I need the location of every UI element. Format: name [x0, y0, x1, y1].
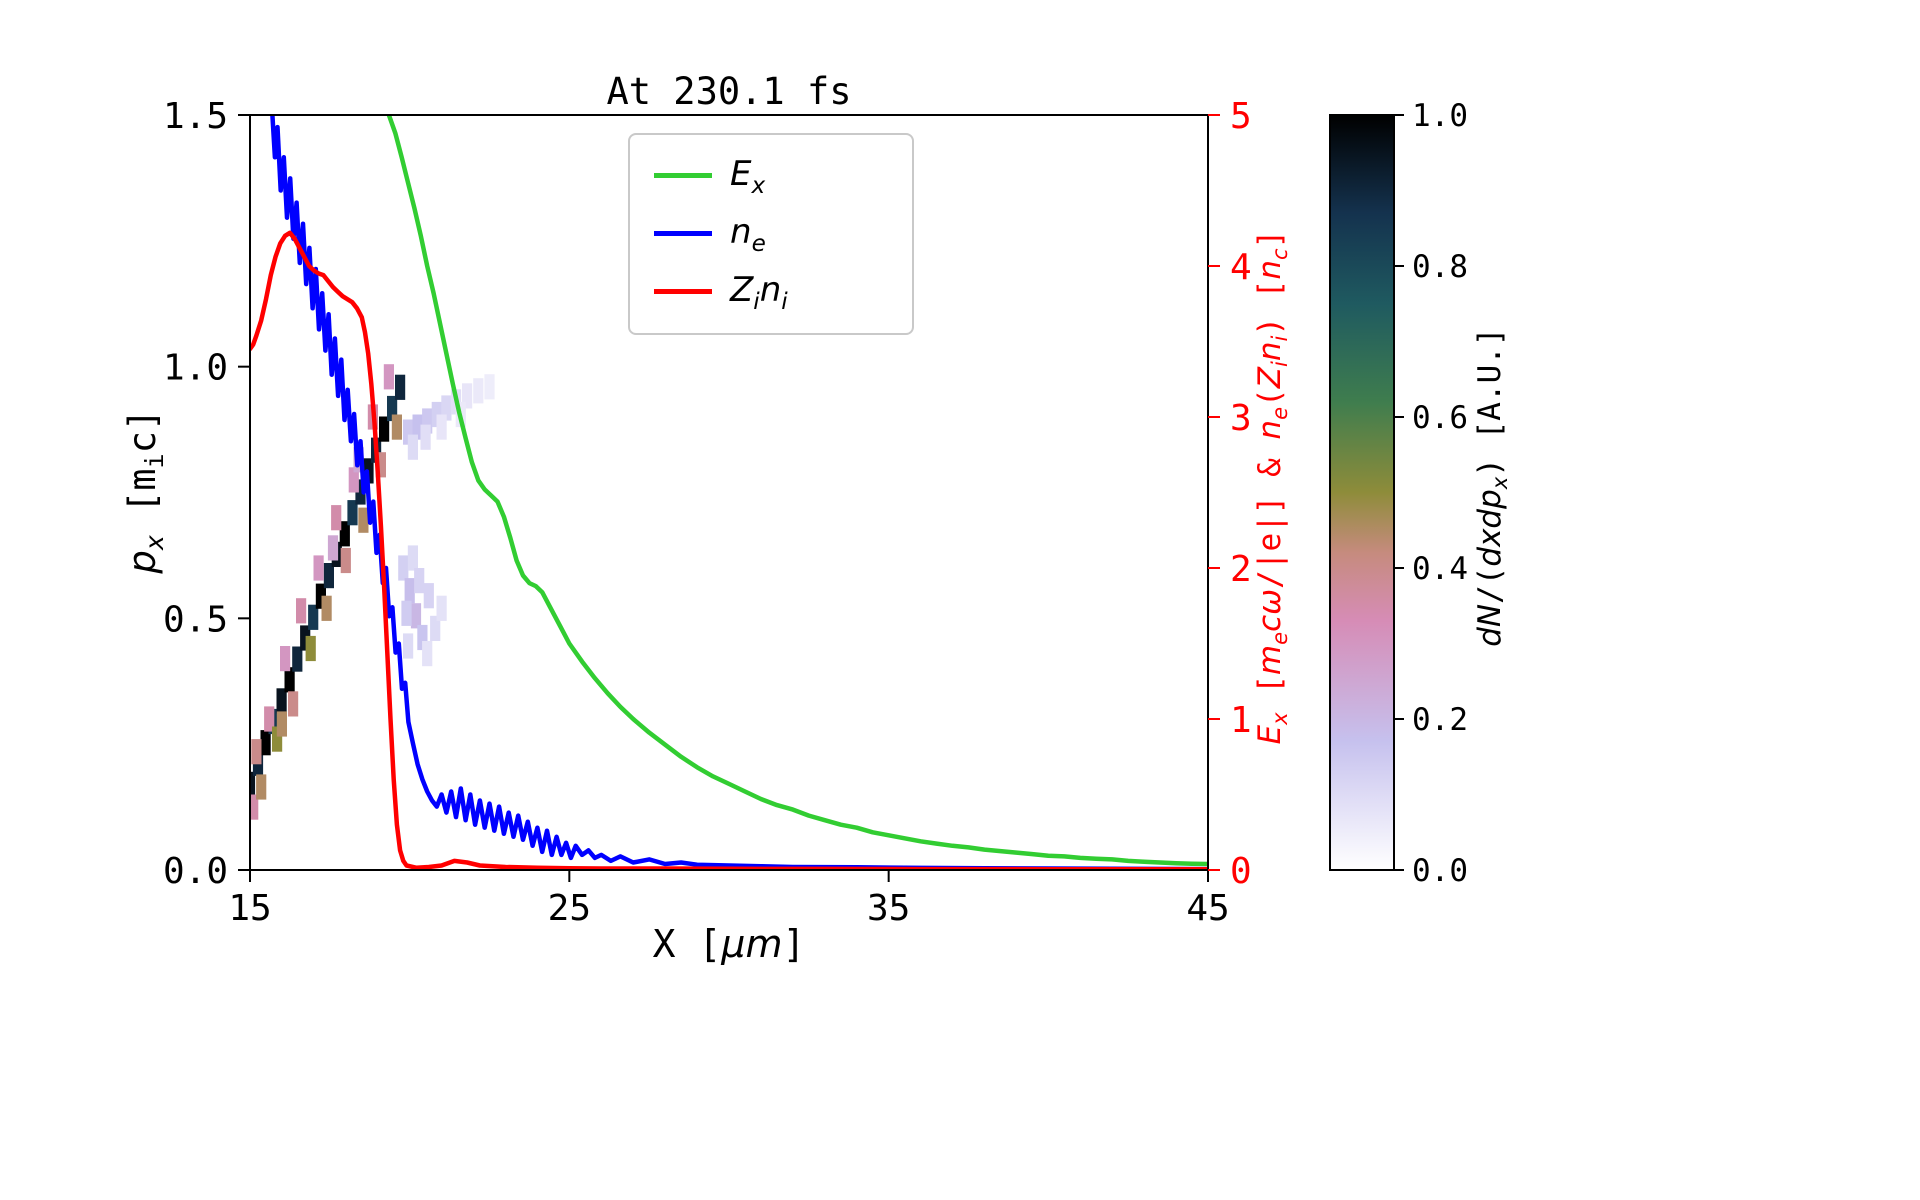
heatmap-cell	[407, 545, 418, 571]
heatmap-cell	[412, 414, 423, 440]
heatmap-cell	[375, 452, 386, 478]
heatmap-cell	[430, 615, 441, 641]
heatmap-cell	[403, 419, 414, 445]
colorbar-tick-label: 0.6	[1412, 400, 1468, 436]
y-right-tick-label: 5	[1230, 96, 1252, 137]
y-left-tick-label: 0.0	[163, 851, 228, 892]
heatmap-cell	[420, 424, 431, 450]
heatmap-cell	[300, 625, 311, 651]
heatmap-cell	[327, 535, 339, 561]
heatmap-cell	[308, 604, 319, 630]
heatmap-cell	[407, 434, 418, 460]
heatmap-cell	[250, 794, 259, 820]
heatmap-cell	[423, 583, 434, 609]
x-axis-label: X [μm]	[652, 922, 806, 966]
heatmap-cell	[251, 739, 262, 765]
heatmap-cell	[276, 688, 287, 714]
plot-frame	[249, 114, 1209, 871]
colorbar-tick-label: 1.0	[1412, 98, 1468, 134]
heatmap-cell	[383, 364, 394, 390]
heatmap-cell	[436, 595, 447, 621]
heatmap-layer	[250, 364, 495, 820]
heatmap-cell	[355, 479, 366, 505]
heatmap-cell	[315, 583, 326, 609]
heatmap-cell	[414, 568, 425, 594]
x-tick-label: 35	[867, 888, 910, 929]
heatmap-cell	[340, 547, 351, 574]
y-left-tick-label: 0.5	[163, 599, 228, 640]
series-line-Zini	[250, 230, 1208, 870]
series-layer	[250, 115, 1208, 870]
colorbar-tick-label: 0.8	[1412, 249, 1468, 285]
heatmap-cell	[398, 555, 409, 581]
heatmap-cell	[404, 578, 415, 604]
y-right-tick-label: 2	[1230, 549, 1252, 590]
heatmap-cell	[401, 600, 412, 626]
y-right-tick-label: 0	[1230, 851, 1252, 892]
heatmap-cell	[379, 416, 390, 442]
x-tick-label: 25	[548, 888, 591, 929]
heatmap-cell	[462, 383, 473, 409]
legend-line-icon	[654, 231, 712, 237]
legend-entry-ex: Ex	[654, 153, 912, 199]
series-line-Ex	[386, 115, 1208, 867]
y-left-tick-label: 1.5	[163, 96, 228, 137]
x-tick-label: 45	[1186, 888, 1229, 929]
y-right-tick-label: 3	[1230, 398, 1252, 439]
heatmap-cell	[288, 691, 299, 717]
colorbar-tick-label: 0.0	[1412, 853, 1468, 889]
heatmap-cell	[348, 467, 359, 493]
legend-entry-ne: ne	[654, 211, 912, 257]
legend: Ex ne Zini	[628, 133, 914, 335]
legend-label: Ex	[730, 153, 766, 199]
heatmap-cell	[323, 563, 334, 589]
heatmap-cell	[250, 771, 256, 797]
heatmap-cell	[473, 378, 484, 404]
heatmap-cell	[358, 507, 369, 533]
y-right-tick-label: 1	[1230, 700, 1252, 741]
heatmap-cell	[305, 635, 316, 662]
heatmap-cell	[417, 624, 428, 651]
x-tick-label: 15	[228, 888, 271, 929]
heatmap-cell	[422, 641, 433, 667]
heatmap-cell	[272, 726, 283, 752]
heatmap-cell	[391, 414, 402, 440]
colorbar-tick-label: 0.2	[1412, 702, 1468, 738]
heatmap-cell	[436, 414, 447, 440]
heatmap-cell	[395, 374, 406, 400]
heatmap-cell	[403, 633, 414, 659]
colorbar-gradient	[1330, 115, 1394, 870]
heatmap-cell	[296, 598, 307, 624]
heatmap-cell	[331, 505, 342, 531]
colorbar-tick-label: 0.4	[1412, 551, 1468, 587]
heatmap-cell	[276, 711, 287, 737]
heatmap-cell	[284, 667, 295, 693]
heatmap-cell	[280, 646, 291, 672]
y-right-tick-label: 4	[1230, 247, 1252, 288]
legend-label: ne	[730, 211, 766, 257]
heatmap-cell	[264, 706, 275, 732]
heatmap-cell	[292, 646, 303, 672]
heatmap-cell	[339, 521, 350, 547]
colorbar-frame	[1329, 114, 1395, 871]
heatmap-cell	[256, 774, 267, 800]
legend-line-icon	[654, 173, 712, 179]
series-line-ne	[270, 115, 1208, 870]
heatmap-cell	[321, 595, 332, 621]
legend-entry-zini: Zini	[654, 269, 912, 315]
heatmap-cell	[484, 374, 495, 400]
chart-title: At 230.1 fs	[606, 70, 852, 113]
legend-label: Zini	[730, 269, 788, 315]
heatmap-cell	[422, 408, 433, 434]
heatmap-cell	[441, 395, 452, 421]
heatmap-cell	[313, 555, 324, 581]
y-left-tick-label: 1.0	[163, 348, 228, 389]
heatmap-cell	[387, 395, 398, 422]
heatmap-cell	[260, 730, 271, 756]
heatmap-cell	[347, 500, 358, 526]
heatmap-cell	[410, 603, 422, 629]
legend-line-icon	[654, 289, 712, 295]
